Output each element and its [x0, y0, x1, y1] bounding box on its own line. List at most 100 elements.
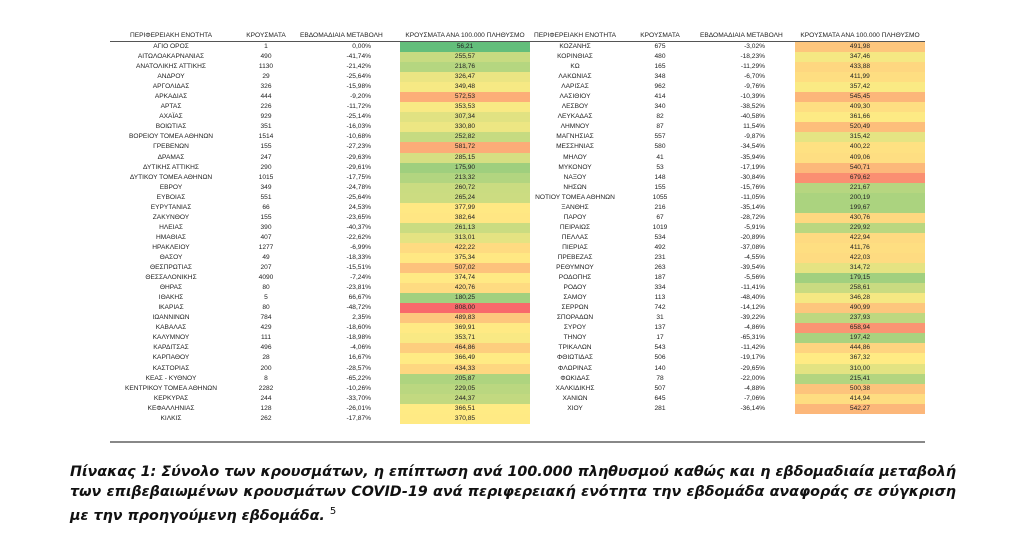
- table-row: ΗΜΑΘΙΑΣ 407 -22,62% 313,01: [110, 232, 530, 243]
- weekly-change: -25,64%: [346, 73, 371, 81]
- table-row: ΡΟΔΟΥ 334 -11,41% 258,61: [530, 283, 925, 294]
- region-name: ΡΟΔΟΥ: [563, 284, 587, 292]
- weekly-change: -10,26%: [346, 384, 371, 392]
- rate-per-100k: 353,71: [400, 333, 530, 344]
- region-name: ΚΕΑΣ - ΚΥΘΝΟΥ: [145, 374, 197, 382]
- rate-per-100k: 679,62: [795, 172, 925, 183]
- case-count: 742: [654, 304, 666, 312]
- rate-per-100k: 215,41: [795, 373, 925, 384]
- rate-per-100k: 369,91: [400, 323, 530, 334]
- weekly-change: -28,57%: [346, 364, 371, 372]
- region-name: ΣΑΜΟΥ: [563, 294, 587, 302]
- case-count: 155: [260, 213, 272, 221]
- rate-per-100k: 430,76: [795, 212, 925, 223]
- rate-per-100k: 370,85: [400, 413, 530, 424]
- region-name: ΛΕΣΒΟΥ: [561, 103, 589, 111]
- rate-per-100k: 313,01: [400, 232, 530, 243]
- case-count: 247: [260, 153, 272, 161]
- case-count: 28: [262, 354, 270, 362]
- table-row: ΑΙΤΩΛΟΑΚΑΡΝΑΝΙΑΣ 490 -41,74% 255,57: [110, 52, 530, 63]
- weekly-change: -18,23%: [740, 53, 765, 61]
- table-row: ΕΥΒΟΙΑΣ 551 -25,64% 265,24: [110, 192, 530, 203]
- table-row: ΧΙΟΥ 281 -36,14% 542,27: [530, 403, 925, 414]
- region-name: ΙΩΑΝΝΙΝΩΝ: [152, 314, 190, 322]
- region-name: ΚΑΣΤΟΡΙΑΣ: [152, 364, 190, 372]
- table-row: ΑΡΓΟΛΙΔΑΣ 326 -15,98% 349,48: [110, 82, 530, 93]
- rate-per-100k: 179,15: [795, 273, 925, 284]
- rate-per-100k: 175,90: [400, 162, 530, 173]
- table-row: ΑΝΑΤΟΛΙΚΗΣ ΑΤΤΙΚΗΣ 1130 -21,42% 218,76: [110, 62, 530, 73]
- region-name: ΒΟΡΕΙΟΥ ΤΟΜΕΑ ΑΘΗΝΩΝ: [128, 133, 214, 141]
- region-name: ΗΜΑΘΙΑΣ: [156, 233, 186, 241]
- case-count: 962: [654, 83, 666, 91]
- case-count: 929: [260, 113, 272, 121]
- rate-per-100k: 366,51: [400, 403, 530, 414]
- weekly-change: -25,64%: [346, 193, 371, 201]
- case-count: 490: [260, 53, 272, 61]
- rate-per-100k: 330,80: [400, 122, 530, 133]
- case-count: 340: [654, 103, 666, 111]
- case-count: 207: [260, 264, 272, 272]
- region-name: ΚΑΛΥΜΝΟΥ: [152, 334, 190, 342]
- weekly-change: -26,01%: [346, 404, 371, 412]
- table-row: ΒΟΙΩΤΙΑΣ 351 -16,03% 330,80: [110, 122, 530, 133]
- region-name: ΚΩ: [570, 63, 580, 71]
- table-row: ΞΑΝΘΗΣ 216 -35,14% 199,67: [530, 202, 925, 213]
- weekly-change: -15,51%: [346, 264, 371, 272]
- rate-per-100k: 422,94: [795, 232, 925, 243]
- rate-per-100k: 444,86: [795, 343, 925, 354]
- weekly-change: -9,76%: [744, 83, 765, 91]
- region-name: ΜΑΓΝΗΣΙΑΣ: [556, 133, 594, 141]
- weekly-change: -17,87%: [346, 414, 371, 422]
- weekly-change: -36,14%: [740, 404, 765, 412]
- weekly-change: -65,31%: [740, 334, 765, 342]
- table-row: ΗΛΕΙΑΣ 390 -40,37% 261,13: [110, 222, 530, 233]
- case-count: 80: [262, 304, 270, 312]
- rate-per-100k: 581,72: [400, 142, 530, 153]
- table-row: ΑΓΙΟ ΟΡΟΣ 1 0,00% 56,21: [110, 42, 530, 53]
- region-name: ΛΕΥΚΑΔΑΣ: [557, 113, 593, 121]
- case-count: 390: [260, 223, 272, 231]
- case-count: 1: [264, 43, 268, 50]
- rate-per-100k: 326,47: [400, 72, 530, 83]
- region-name: ΚΕΡΚΥΡΑΣ: [153, 394, 189, 402]
- rate-per-100k: 218,76: [400, 62, 530, 73]
- weekly-change: -18,33%: [346, 253, 371, 261]
- region-name: ΡΟΔΟΠΗΣ: [558, 274, 592, 282]
- region-name: ΔΥΤΙΚΗΣ ΑΤΤΙΚΗΣ: [143, 163, 199, 171]
- weekly-change: -6,99%: [350, 243, 371, 251]
- region-name: ΜΕΣΣΗΝΙΑΣ: [556, 143, 594, 151]
- table-row: ΤΡΙΚΑΛΩΝ 543 -11,42% 444,86: [530, 343, 925, 354]
- rate-per-100k: 261,13: [400, 222, 530, 233]
- region-name: ΘΑΣΟΥ: [159, 253, 183, 261]
- rate-per-100k: 434,33: [400, 363, 530, 374]
- case-count: 496: [260, 344, 272, 352]
- weekly-change: -17,75%: [346, 173, 371, 181]
- case-count: 66: [262, 203, 270, 211]
- weekly-change: -37,08%: [740, 243, 765, 251]
- weekly-change: -33,70%: [346, 394, 371, 402]
- rate-per-100k: 255,57: [400, 52, 530, 63]
- rate-per-100k: 375,34: [400, 252, 530, 264]
- region-name: ΚΟΡΙΝΘΙΑΣ: [557, 53, 593, 61]
- table-row: ΗΡΑΚΛΕΙΟΥ 1277 -6,99% 422,22: [110, 242, 530, 253]
- weekly-change: 66,67%: [348, 294, 371, 302]
- rate-per-100k: 56,21: [400, 42, 530, 53]
- region-name: ΓΡΕΒΕΝΩΝ: [153, 143, 189, 151]
- case-count: 200: [260, 364, 272, 372]
- weekly-change: -4,55%: [744, 253, 765, 261]
- weekly-change: -40,37%: [346, 223, 371, 231]
- region-name: ΙΚΑΡΙΑΣ: [158, 304, 184, 312]
- table-header-row: ΠΕΡΙΦΕΡΕΙΑΚΗ ΕΝΟΤΗΤΑ ΚΡΟΥΣΜΑΤΑ ΕΒΔΟΜΑΔΙΑΙΑ…: [530, 31, 925, 42]
- weekly-change: -29,63%: [346, 153, 371, 161]
- rate-per-100k: 307,34: [400, 112, 530, 123]
- weekly-change: -28,72%: [740, 213, 765, 221]
- case-count: 244: [260, 394, 272, 402]
- weekly-change: -19,17%: [740, 354, 765, 362]
- rate-per-100k: 542,27: [795, 403, 925, 414]
- rate-per-100k: 422,22: [400, 242, 530, 253]
- case-count: 1015: [258, 173, 274, 181]
- table-row: ΚΑΛΥΜΝΟΥ 111 -18,98% 353,71: [110, 333, 530, 344]
- case-count: 17: [656, 334, 664, 342]
- table-row: ΜΕΣΣΗΝΙΑΣ 580 -34,54% 400,22: [530, 142, 925, 153]
